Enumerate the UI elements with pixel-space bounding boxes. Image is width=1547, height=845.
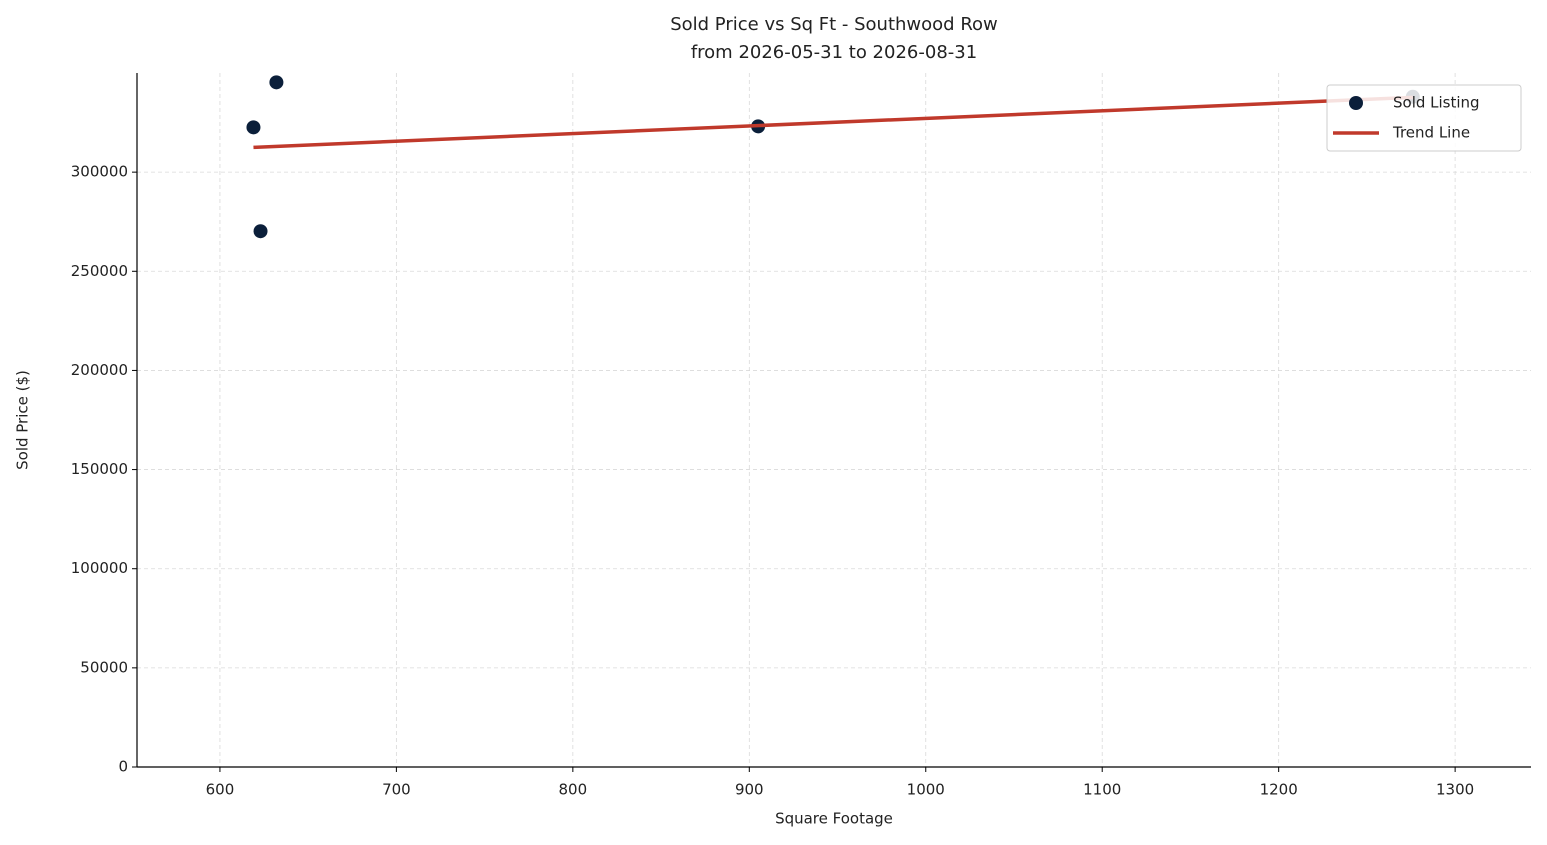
x-tick-label: 1300 xyxy=(1436,781,1474,799)
chart-title: Sold Price vs Sq Ft - Southwood Row xyxy=(670,14,998,35)
y-tick-label: 300000 xyxy=(71,163,128,181)
y-tick-label: 150000 xyxy=(71,460,128,478)
legend-swatch xyxy=(1349,96,1363,110)
x-tick-label: 900 xyxy=(735,781,764,799)
legend-label: Trend Line xyxy=(1392,124,1470,142)
x-tick-label: 1000 xyxy=(907,781,945,799)
y-tick-label: 50000 xyxy=(80,658,128,676)
y-tick-label: 200000 xyxy=(71,361,128,379)
point xyxy=(253,224,268,239)
x-tick-label: 700 xyxy=(382,781,411,799)
y-tick-label: 100000 xyxy=(71,559,128,577)
y-tick-label: 250000 xyxy=(71,262,128,280)
point xyxy=(269,75,284,90)
x-tick-label: 1200 xyxy=(1260,781,1298,799)
x-tick-label: 600 xyxy=(206,781,235,799)
y-tick-label: 0 xyxy=(118,758,128,776)
x-tick-label: 1100 xyxy=(1083,781,1121,799)
x-tick-label: 800 xyxy=(559,781,588,799)
x-axis-label: Square Footage xyxy=(775,810,893,828)
y-axis-label: Sold Price ($) xyxy=(14,370,32,470)
chart-subtitle: from 2026-05-31 to 2026-08-31 xyxy=(691,42,977,63)
legend-label: Sold Listing xyxy=(1393,94,1480,112)
point xyxy=(246,120,261,135)
trend-line xyxy=(253,95,1413,150)
